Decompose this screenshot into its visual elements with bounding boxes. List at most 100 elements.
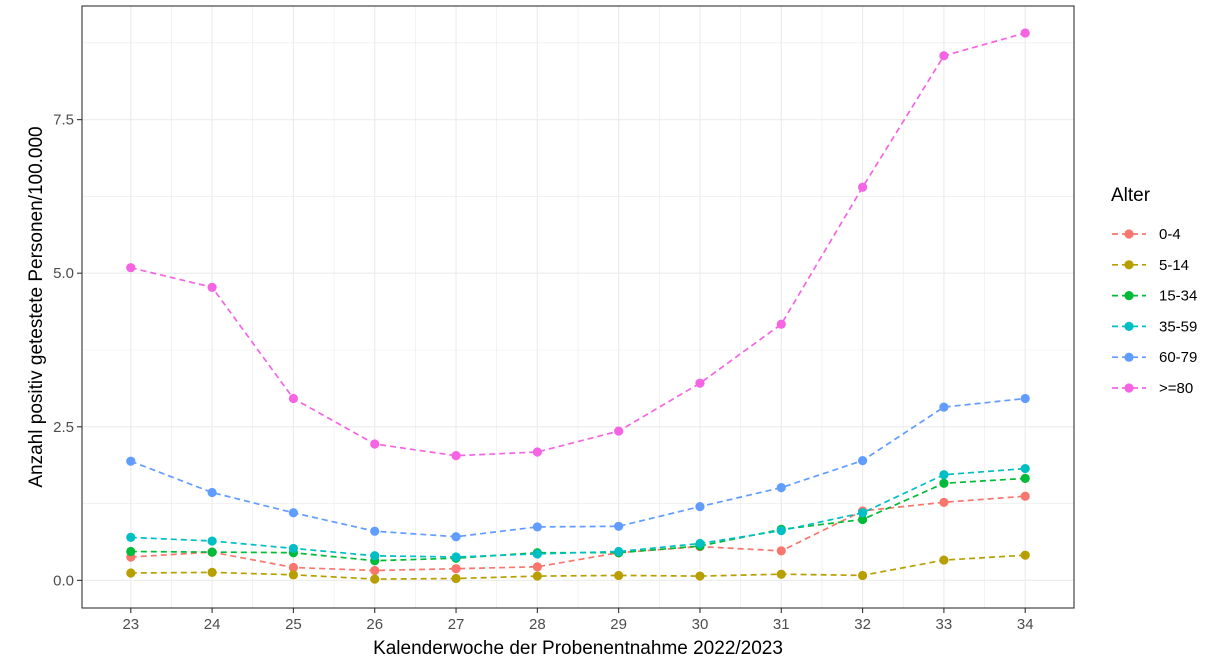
legend-key-point [1124,260,1134,270]
y-tick-label: 5.0 [53,265,74,282]
legend-label: 15-34 [1159,288,1197,305]
data-point [614,426,624,436]
data-point [614,546,624,557]
data-point [451,451,461,461]
x-tick-label: 28 [529,616,546,633]
series-line [130,467,1026,558]
data-point [939,51,949,61]
data-point [776,526,786,536]
data-point [451,564,461,574]
data-point [288,543,299,554]
data-point [532,522,542,532]
x-tick-label: 26 [366,616,383,633]
data-point [857,570,868,581]
data-point [532,549,542,559]
legend-item: 15-34 [1112,288,1197,305]
data-point [207,567,217,577]
data-point [939,478,949,488]
legend-item: 5-14 [1112,257,1189,274]
data-point [939,555,949,565]
data-point [857,514,868,525]
series-5 [126,393,1030,542]
data-point [1020,473,1030,483]
x-tick-label: 27 [448,616,465,633]
series-layer [126,28,1030,584]
data-point [207,487,217,498]
data-point [451,552,461,562]
plot-panel-border [81,5,1075,609]
data-point [939,497,949,507]
data-point [857,182,868,192]
series-6 [126,28,1030,461]
legend-key-point [1124,291,1134,301]
series-line [130,32,1026,457]
data-point [532,562,542,572]
series-line [130,554,1026,580]
legend-label: >=80 [1159,380,1193,397]
legend-item: 0-4 [1112,226,1181,243]
series-4 [126,463,1030,562]
legend-key-point [1124,229,1134,239]
data-point [857,508,868,518]
y-tick-label: 0.0 [53,572,74,589]
data-point [939,402,949,412]
data-point [126,532,136,542]
data-point [614,570,624,581]
data-point [1020,550,1030,560]
data-point [126,568,136,578]
x-tick-label: 25 [285,616,302,633]
data-point [126,263,136,273]
data-point [370,551,380,561]
x-tick-label: 33 [936,616,953,633]
data-point [614,521,624,531]
data-point [532,447,542,457]
y-tick-label: 2.5 [53,419,74,436]
x-tick-label: 34 [1017,616,1034,633]
legend: Alter 0-4 5-14 15-34 35-59 60-79 >=80 [1111,185,1197,397]
data-point [532,571,542,581]
data-point [776,569,786,579]
x-tick-label: 24 [204,616,221,633]
legend-label: 60-79 [1159,349,1197,366]
legend-label: 0-4 [1159,226,1181,243]
x-tick-label: 30 [692,616,709,633]
data-point [207,536,217,546]
data-point [1020,393,1030,404]
data-point [288,393,299,404]
data-point [695,571,705,581]
legend-item: >=80 [1112,380,1193,397]
legend-item: 35-59 [1112,318,1197,335]
data-point [695,538,705,549]
legend-label: 5-14 [1159,257,1189,274]
data-point [288,562,299,573]
data-point [451,573,461,584]
data-point [288,508,299,518]
data-point [857,455,868,466]
data-point [126,456,136,466]
data-point [207,282,217,292]
x-tick-label: 23 [122,616,139,633]
x-tick-label: 29 [610,616,627,633]
legend-title: Alter [1111,185,1151,206]
data-point [370,574,380,584]
legend-key-point [1124,383,1134,393]
data-point [451,532,461,542]
x-tick-label: 31 [773,616,790,633]
axes: 23 24 25 26 27 28 29 30 31 32 33 34 0.0 2.5 5.0 7.5 [53,112,1033,633]
data-point [776,319,786,329]
data-point [1020,491,1030,501]
series-2 [126,550,1030,584]
data-point [776,483,786,493]
legend-key-point [1124,321,1134,331]
data-point [126,546,136,557]
data-point [695,502,705,512]
data-point [1020,28,1030,38]
legend-item: 60-79 [1112,349,1197,366]
data-point [939,470,949,480]
data-point [370,565,380,576]
data-point [1020,463,1030,474]
legend-key-point [1124,352,1134,362]
series-line [130,495,1026,572]
